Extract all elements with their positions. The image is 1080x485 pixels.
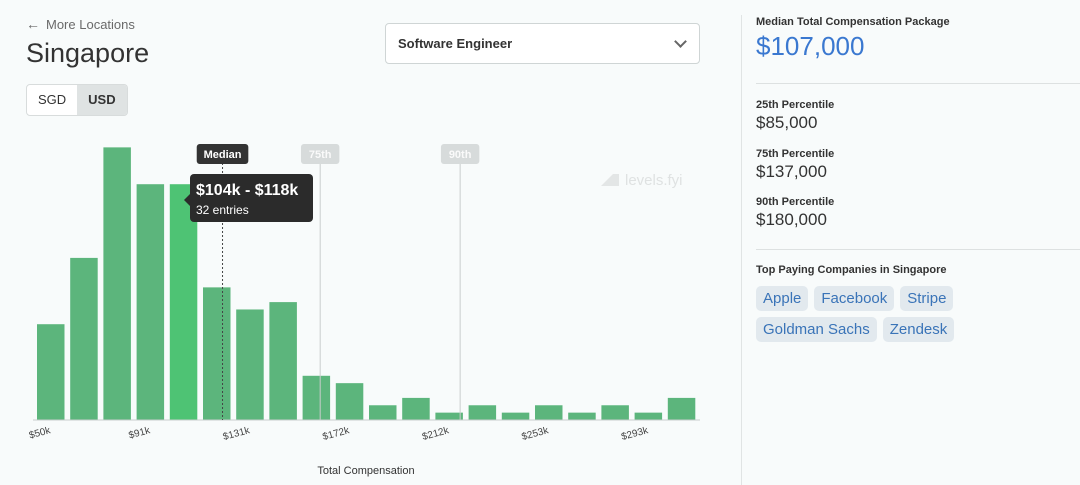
x-axis-label: Total Compensation [317,465,414,477]
histogram-bar-19 [667,397,696,420]
histogram-bar-3 [136,184,165,420]
histogram-bar-7 [269,302,297,420]
x-tick-label-1: $91k [128,425,153,441]
company-chip-goldman-sachs[interactable]: Goldman Sachs [756,317,877,342]
histogram-bar-12 [435,412,463,420]
p90-summary: 90th Percentile $180,000 [756,196,834,230]
histogram-bar-1 [70,257,98,420]
histogram-bar-6 [236,309,264,420]
histogram-bar-4 [169,184,198,420]
page-title: Singapore [26,38,150,68]
companies-divider [756,249,1080,250]
median-summary: Median Total Compensation Package $107,0… [756,16,950,62]
tooltip-pointer [184,194,190,206]
marker-label-90th: 90th [449,149,472,161]
levels-logo: levels.fyi [601,172,683,189]
histogram-bar-13 [468,405,497,420]
currency-usd-button[interactable]: USD [77,85,127,115]
x-tick-label-4: $212k [421,425,451,443]
currency-sgd-button[interactable]: SGD [38,92,67,107]
more-locations-link[interactable]: ← More Locations [26,16,135,32]
histogram-bar-15 [535,405,563,420]
histogram-bar-14 [501,412,530,420]
marker-pill-75th [300,144,340,164]
companies-title: Top Paying Companies in Singapore [756,264,947,276]
summary-divider [756,83,1080,84]
x-tick-label-0: $50k [28,425,53,441]
histogram-bar-8 [302,375,331,420]
p75-value: $137,000 [756,162,827,181]
p25-summary: 25th Percentile $85,000 [756,99,834,133]
marker-label-median: Median [204,149,242,161]
role-select-value: Software Engineer [398,36,513,51]
company-chip-facebook[interactable]: Facebook [814,286,895,311]
x-tick-label-3: $172k [321,425,351,443]
tooltip-entries: 32 entries [196,203,249,217]
p90-value: $180,000 [756,210,827,229]
marker-pill-90th [440,144,480,164]
vertical-divider [741,15,742,485]
company-chip-stripe[interactable]: Stripe [900,286,954,311]
compensation-histogram: levels.fyi Median 75th 90th $104k - $118k 32 … [28,144,700,477]
histogram-bar-17 [601,405,629,420]
marker-pill-median [196,144,249,164]
company-chip-list: Apple Facebook Stripe Goldman Sachs Zend… [756,286,1076,342]
currency-toggle: SGD USD [26,84,128,116]
x-tick-label-5: $253k [521,425,551,443]
p75-label: 75th Percentile [756,148,835,160]
median-value: $107,000 [756,31,865,61]
histogram-bar-2 [103,147,131,421]
marker-label-75th: 75th [309,149,332,161]
histogram-bar-10 [369,405,397,420]
role-select[interactable]: Software Engineer [385,23,700,64]
x-tick-label-2: $131k [222,425,252,443]
more-locations-label: More Locations [46,16,135,32]
histogram-bar-5 [203,287,231,420]
histogram-bar-0 [37,324,65,420]
tooltip-range: $104k - $118k [196,182,298,199]
histogram-bar-11 [402,397,430,420]
tooltip-box [190,174,313,222]
p25-value: $85,000 [756,113,818,132]
p25-label: 25th Percentile [756,99,835,111]
company-chip-zendesk[interactable]: Zendesk [882,317,955,342]
left-arrow-icon: ← [26,16,40,32]
chevron-down-icon [674,35,687,48]
p75-summary: 75th Percentile $137,000 [756,148,834,182]
median-label: Median Total Compensation Package [756,16,950,28]
histogram-bar-16 [568,412,596,420]
company-chip-apple[interactable]: Apple [756,286,809,311]
histogram-bar-9 [335,383,364,420]
x-tick-label-6: $293k [620,425,650,443]
p90-label: 90th Percentile [756,196,835,208]
watermark-text: levels.fyi [625,172,683,189]
histogram-bar-18 [634,412,663,420]
